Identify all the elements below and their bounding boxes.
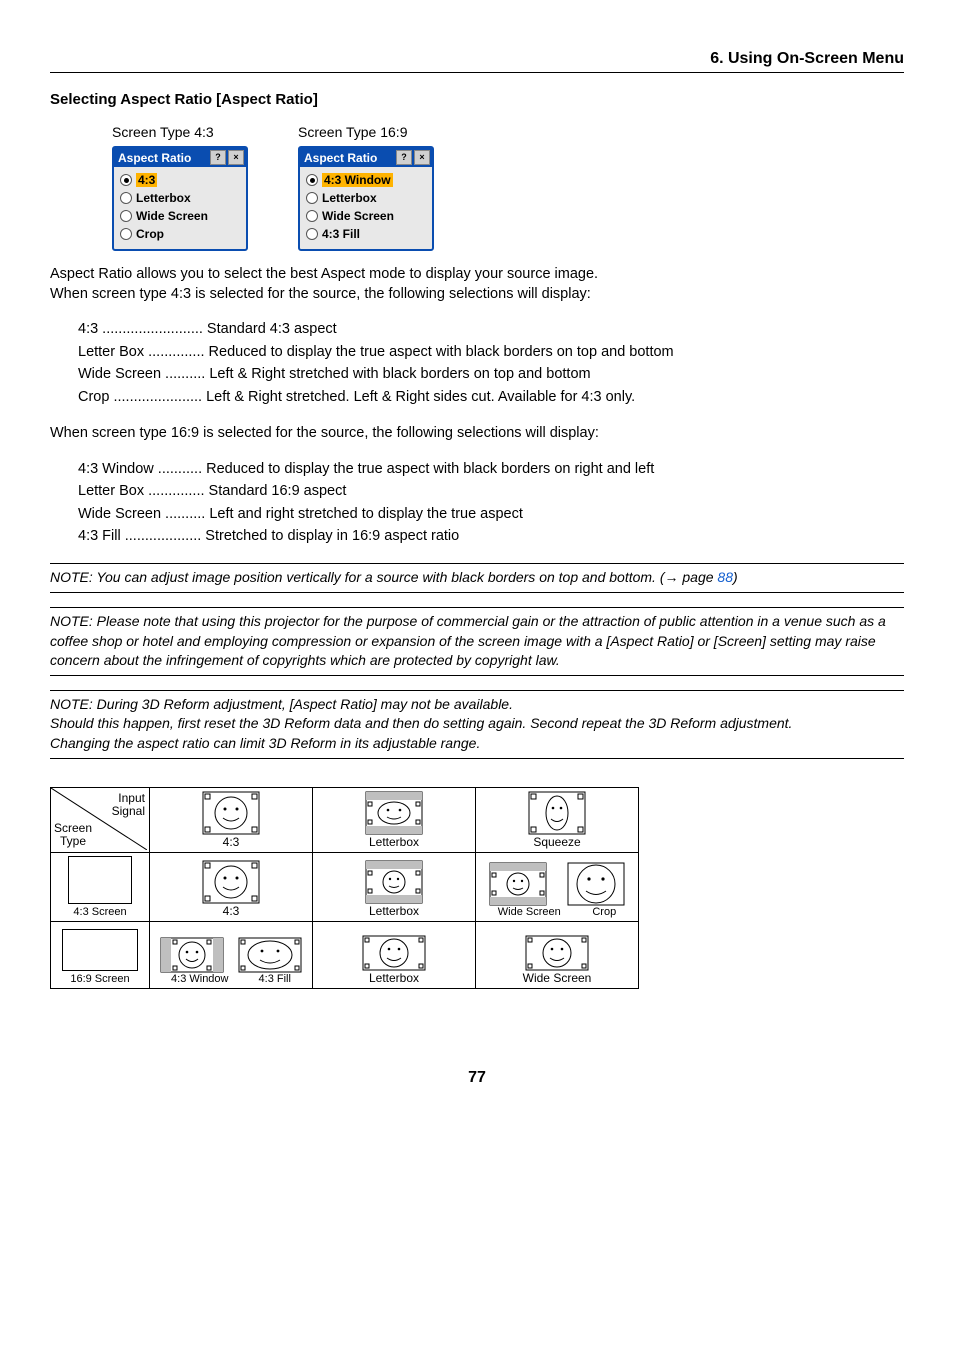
section-header: 6. Using On-Screen Menu <box>50 50 904 73</box>
radio-option[interactable]: Crop <box>120 225 240 243</box>
note-2: NOTE: Please note that using this projec… <box>50 607 904 676</box>
face-icon <box>160 937 224 973</box>
note-3: NOTE: During 3D Reform adjustment, [Aspe… <box>50 690 904 759</box>
page-number: 77 <box>50 1069 904 1087</box>
face-icon <box>528 791 586 835</box>
definition-row: Crop ...................... Left & Right… <box>78 386 904 408</box>
radio-icon <box>306 174 318 186</box>
radio-option[interactable]: Wide Screen <box>306 207 426 225</box>
dialog-title: Aspect Ratio <box>304 151 394 165</box>
radio-label: Wide Screen <box>136 209 208 223</box>
signal-col-letterbox: Letterbox <box>313 787 476 852</box>
subheading: Selecting Aspect Ratio [Aspect Ratio] <box>50 91 904 108</box>
face-icon <box>365 860 423 904</box>
help-icon[interactable]: ? <box>210 150 226 165</box>
cell-16-9-window-fill: 4:3 Window4:3 Fill <box>150 921 313 988</box>
row-16-9-screen: 16:9 Screen <box>51 921 150 988</box>
radio-icon <box>306 210 318 222</box>
face-icon <box>362 935 426 971</box>
aspect-diagram-table: InputSignal ScreenType 4:3 <box>50 787 639 989</box>
definition-row: Letter Box .............. Standard 16:9 … <box>78 480 904 502</box>
intro-line2: When screen type 4:3 is selected for the… <box>50 286 591 302</box>
radio-label: Crop <box>136 227 164 241</box>
signal-col-4-3: 4:3 <box>150 787 313 852</box>
dialog-caption-left: Screen Type 4:3 <box>112 124 248 140</box>
dialog-title: Aspect Ratio <box>118 151 208 165</box>
cell-16-9-wide: Wide Screen <box>476 921 639 988</box>
diagram-corner: InputSignal ScreenType <box>51 787 150 852</box>
definitions-16-9: 4:3 Window ........... Reduced to displa… <box>78 458 904 548</box>
radio-label: Wide Screen <box>322 209 394 223</box>
radio-icon <box>120 192 132 204</box>
face-icon <box>202 860 260 904</box>
radio-option[interactable]: Letterbox <box>120 189 240 207</box>
face-icon <box>365 791 423 835</box>
intro-line1: Aspect Ratio allows you to select the be… <box>50 266 598 282</box>
row-4-3-screen: 4:3 Screen <box>51 852 150 921</box>
radio-option[interactable]: Wide Screen <box>120 207 240 225</box>
radio-label: 4:3 <box>136 173 157 187</box>
note-1: NOTE: You can adjust image position vert… <box>50 563 904 593</box>
radio-icon <box>120 228 132 240</box>
face-icon <box>238 937 302 973</box>
radio-option[interactable]: 4:3 Fill <box>306 225 426 243</box>
radio-icon <box>120 174 132 186</box>
cell-4-3-4-3: 4:3 <box>150 852 313 921</box>
definition-row: Letter Box .............. Reduced to dis… <box>78 341 904 363</box>
aspect-ratio-dialog-4-3: Aspect Ratio ? × 4:3 Letterbox Wide Screen… <box>112 146 248 251</box>
cell-16-9-letterbox: Letterbox <box>313 921 476 988</box>
radio-label: Letterbox <box>322 191 377 205</box>
radio-icon <box>120 210 132 222</box>
cell-4-3-wide-crop: Wide ScreenCrop <box>476 852 639 921</box>
dialog-caption-right: Screen Type 16:9 <box>298 124 434 140</box>
cell-4-3-letterbox: Letterbox <box>313 852 476 921</box>
close-icon[interactable]: × <box>228 150 244 165</box>
face-icon <box>525 935 589 971</box>
definition-row: 4:3 Fill ................... Stretched t… <box>78 525 904 547</box>
face-icon <box>489 862 547 906</box>
face-icon <box>202 791 260 835</box>
intro-text: Aspect Ratio allows you to select the be… <box>50 265 904 304</box>
radio-option[interactable]: Letterbox <box>306 189 426 207</box>
definitions-4-3: 4:3 ......................... Standard 4… <box>78 318 904 408</box>
radio-icon <box>306 228 318 240</box>
mid-text: When screen type 16:9 is selected for th… <box>50 424 904 444</box>
signal-col-squeeze: Squeeze <box>476 787 639 852</box>
radio-option[interactable]: 4:3 Window <box>306 171 426 189</box>
radio-label: Letterbox <box>136 191 191 205</box>
face-icon <box>567 862 625 906</box>
radio-option[interactable]: 4:3 <box>120 171 240 189</box>
definition-row: Wide Screen .......... Left & Right stre… <box>78 363 904 385</box>
aspect-ratio-dialog-16-9: Aspect Ratio ? × 4:3 Window Letterbox Wide… <box>298 146 434 251</box>
help-icon[interactable]: ? <box>396 150 412 165</box>
page-link[interactable]: 88 <box>717 569 733 585</box>
definition-row: 4:3 Window ........... Reduced to displa… <box>78 458 904 480</box>
radio-label: 4:3 Fill <box>322 227 360 241</box>
aspect-dialogs: Screen Type 4:3 Aspect Ratio ? × 4:3 Lett… <box>112 124 904 251</box>
radio-icon <box>306 192 318 204</box>
radio-label: 4:3 Window <box>322 173 393 187</box>
close-icon[interactable]: × <box>414 150 430 165</box>
definition-row: 4:3 ......................... Standard 4… <box>78 318 904 340</box>
definition-row: Wide Screen .......... Left and right st… <box>78 503 904 525</box>
